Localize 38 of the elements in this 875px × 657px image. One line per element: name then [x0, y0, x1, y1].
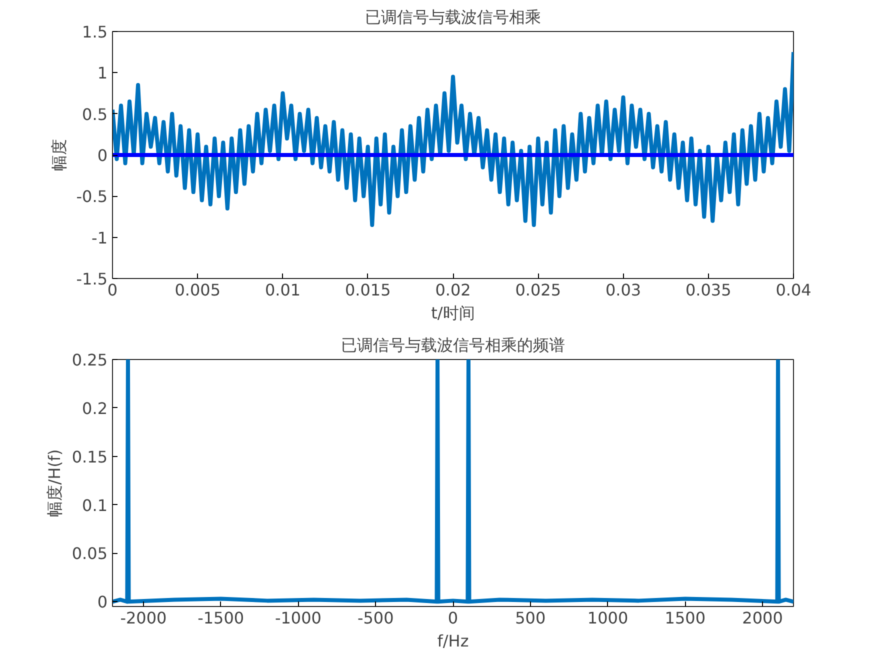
x-tick-label: -500 — [357, 608, 394, 628]
y-tick-label: -1.5 — [76, 270, 108, 288]
y-tick-label: 0.15 — [72, 447, 108, 466]
x-tick-label: 1000 — [587, 608, 628, 628]
y-tick-label: 1.5 — [82, 22, 108, 42]
x-axis-title: t/时间 — [431, 304, 475, 322]
y-axis-title: 幅度/H(f) — [44, 449, 64, 517]
x-tick-label: 0.04 — [776, 280, 812, 300]
x-tick-label: 0.025 — [515, 280, 562, 300]
x-tick-label: 0.005 — [174, 280, 221, 300]
y-axis-title: 幅度 — [49, 139, 68, 171]
y-tick-label: 0 — [97, 146, 108, 165]
y-tick-label: 0.05 — [72, 544, 108, 564]
x-tick-label: -1000 — [274, 608, 322, 628]
y-tick-label: 0.25 — [72, 350, 108, 370]
chart-title: 已调信号与载波信号相乘 — [365, 8, 541, 26]
x-tick-label: 1500 — [664, 608, 706, 628]
x-tick-label: 0.035 — [685, 280, 732, 300]
line-series — [112, 360, 794, 604]
x-tick-label: 0.015 — [344, 280, 391, 300]
y-tick-label: 0 — [97, 592, 108, 612]
chart-title: 已调信号与载波信号相乘的频谱 — [341, 336, 565, 354]
y-tick-label: -1 — [92, 228, 108, 248]
x-tick-label: 2000 — [742, 608, 783, 628]
line-series — [112, 50, 794, 227]
x-tick-label: 0 — [448, 608, 458, 628]
x-axis-title: f/Hz — [437, 632, 469, 650]
y-tick-label: 0.5 — [82, 104, 108, 124]
x-tick-label: -1500 — [198, 608, 244, 628]
y-tick-label: 0.1 — [82, 496, 108, 515]
x-tick-label: -2000 — [120, 608, 167, 628]
x-tick-label: 0.01 — [264, 280, 301, 300]
y-tick-label: 0.2 — [82, 398, 108, 418]
x-tick-label: 0.03 — [605, 280, 642, 300]
x-tick-label: 500 — [515, 608, 546, 628]
y-tick-label: 1 — [97, 64, 108, 83]
x-tick-label: 0.02 — [435, 280, 471, 300]
y-tick-label: -0.5 — [76, 187, 108, 206]
